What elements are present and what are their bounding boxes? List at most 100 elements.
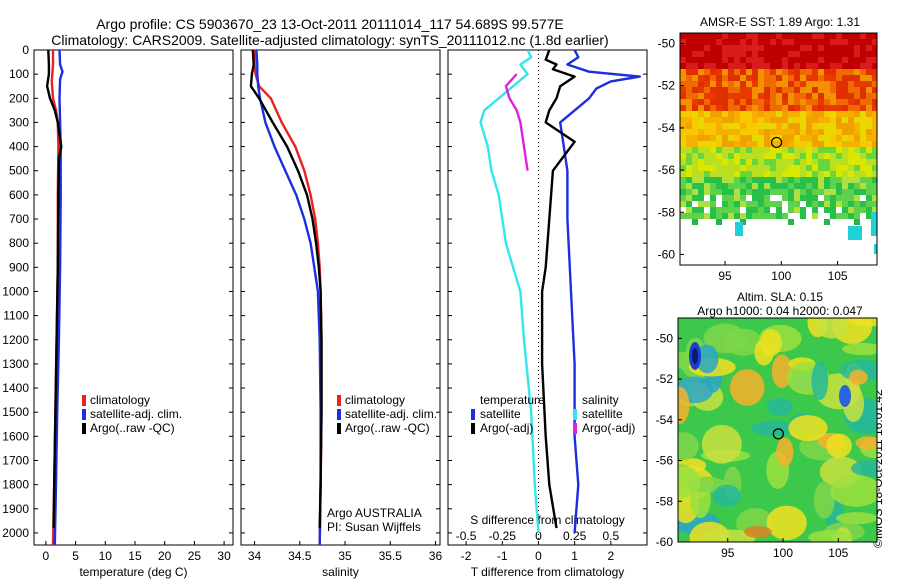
temp-xtick-label: 20	[158, 549, 172, 563]
sst-cell	[842, 117, 848, 123]
sla-anomaly-blob	[729, 369, 765, 406]
sst-cell	[800, 63, 806, 69]
sst-cell	[800, 57, 806, 63]
sst-cell	[734, 33, 740, 39]
sst-cell	[866, 201, 872, 207]
sla-anomaly-blob	[678, 464, 701, 500]
sst-cell	[740, 33, 746, 39]
sst-cell	[794, 105, 800, 111]
sst-cell	[698, 153, 704, 159]
sst-cell	[686, 195, 692, 201]
sst-cell	[776, 129, 782, 135]
sst-cell	[740, 87, 746, 93]
sst-cell	[842, 201, 848, 207]
sst-cell	[758, 69, 764, 75]
sst-cell	[818, 129, 824, 135]
sst-cell	[812, 177, 818, 183]
sst-cell	[686, 93, 692, 99]
sla-low-anomaly-core	[692, 348, 698, 364]
sst-cell	[728, 159, 734, 165]
sla-anomaly-blob	[830, 475, 877, 507]
sst-cell	[836, 147, 842, 153]
diff-legend-label: Argo(-adj)	[582, 421, 635, 435]
sst-cell	[806, 195, 812, 201]
sst-cell	[860, 69, 866, 75]
temp-xtick-label: 30	[217, 549, 231, 563]
sst-cell	[704, 129, 710, 135]
sst-cell	[692, 33, 698, 39]
sst-cell	[752, 57, 758, 63]
sst-cell	[812, 195, 818, 201]
sst-cell	[800, 147, 806, 153]
sst-cell	[704, 165, 710, 171]
sst-cell	[800, 165, 806, 171]
sst-cell	[830, 99, 836, 105]
salinity-caption: Argo AUSTRALIA	[327, 506, 422, 520]
sst-cell	[800, 213, 806, 219]
sst-cell	[848, 45, 854, 51]
sst-cell	[854, 81, 860, 87]
sst-cell	[698, 57, 704, 63]
sst-cell	[698, 195, 704, 201]
sla-anomaly-blob	[766, 505, 807, 541]
sst-cell	[764, 159, 770, 165]
sst-cell	[818, 45, 824, 51]
sst-cell	[770, 183, 776, 189]
sst-cell	[680, 69, 686, 75]
sst-cell	[866, 129, 872, 135]
sst-cell	[746, 201, 752, 207]
sst-cell	[692, 207, 698, 213]
sst-cell	[722, 117, 728, 123]
sst-cell	[722, 75, 728, 81]
sst-cell	[782, 39, 788, 45]
depth-tick-label: 900	[9, 260, 29, 274]
sst-cell	[716, 75, 722, 81]
sst-cell	[848, 99, 854, 105]
sst-cell	[770, 201, 776, 207]
sst-cell	[764, 189, 770, 195]
sst-cell	[812, 213, 818, 219]
sst-cell	[734, 93, 740, 99]
sst-cell	[836, 153, 842, 159]
sst-cell	[866, 117, 872, 123]
sst-cell	[722, 165, 728, 171]
sst-cell	[836, 69, 842, 75]
sst-cell	[782, 51, 788, 57]
sst-cell	[770, 165, 776, 171]
sst-cell	[770, 189, 776, 195]
sst-cell	[842, 135, 848, 141]
sst-cell	[686, 57, 692, 63]
sst-cell	[716, 129, 722, 135]
sst-cell	[722, 81, 728, 87]
sst-cell	[866, 93, 872, 99]
sst-cell	[794, 39, 800, 45]
sst-cell	[788, 201, 794, 207]
diff-series-argo-adj-	[504, 73, 529, 171]
sst-cell	[830, 87, 836, 93]
sst-cell	[848, 147, 854, 153]
sst-cell	[848, 165, 854, 171]
temp-legend-label: climatology	[90, 393, 150, 407]
sst-cell	[710, 39, 716, 45]
sst-cell	[692, 183, 698, 189]
sst-cell	[686, 189, 692, 195]
sst-cell	[776, 51, 782, 57]
sst-cell	[854, 213, 860, 219]
sst-cell	[680, 153, 686, 159]
sst-cell	[800, 129, 806, 135]
sst-cell	[806, 201, 812, 207]
sst-cell	[764, 69, 770, 75]
sst-cell	[806, 63, 812, 69]
sst-cell	[842, 207, 848, 213]
depth-tick-label: 600	[9, 188, 29, 202]
depth-tick-label: 1400	[2, 381, 29, 395]
sst-cell	[866, 207, 872, 213]
sst-cell	[698, 201, 704, 207]
sst-cell	[740, 99, 746, 105]
sst-cell	[836, 171, 842, 177]
temp-xtick-label: 15	[128, 549, 142, 563]
sst-cell	[734, 195, 740, 201]
sst-cell	[686, 153, 692, 159]
sst-cell	[704, 69, 710, 75]
sst-cell	[848, 75, 854, 81]
